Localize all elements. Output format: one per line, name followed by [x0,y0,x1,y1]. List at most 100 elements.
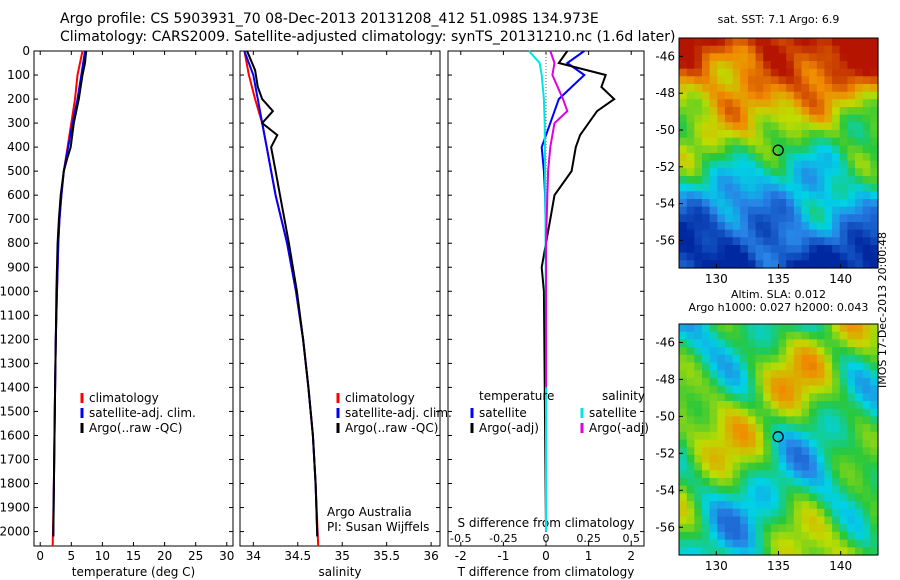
map-cell [839,454,848,464]
map-y-tick-label: -48 [655,86,675,100]
map-cell [786,114,795,123]
map-cell [740,145,749,154]
map-cell [847,252,856,261]
map-cell [824,222,833,231]
map-cell [709,377,718,387]
map-cell [801,53,810,62]
map-cell [740,447,749,456]
map-cell [839,354,848,364]
map-cell [686,199,695,208]
map-cell [793,229,803,238]
map-cell [855,447,864,456]
map-cell [824,260,833,269]
map-cell [801,237,810,246]
map-cell [847,431,856,441]
map-cell [702,107,711,116]
map-cell [855,547,864,556]
map-cell [763,122,772,131]
map-cell [763,53,772,62]
map-title: Altim. SLA: 0.012 [731,288,826,301]
map-cell [809,339,818,348]
map-cell [801,160,810,169]
map-cell [809,237,818,246]
map-cell [793,114,803,123]
map-cell [862,408,871,417]
map-cell [732,114,741,123]
map-cell [770,508,780,518]
map-cell [709,531,718,541]
x-tick-label: 5 [67,549,75,563]
map-cell [732,229,741,238]
map-cell [709,539,718,548]
series-argo-raw-qc- [246,50,319,537]
map-cell [755,260,764,269]
map-cell [709,393,718,402]
map-cell [809,68,818,77]
map-cell [709,385,718,394]
map-cell [686,347,695,356]
map-cell [724,401,734,410]
map-cell [702,424,711,433]
map-cell [732,547,741,556]
map-cell [809,145,818,154]
map-cell [824,114,833,123]
map-cell [793,214,803,223]
map-cell [755,393,764,402]
map-cell [694,107,703,116]
map-cell [732,91,741,100]
map-cell [694,160,703,169]
map-cell [763,61,772,70]
map-cell [755,45,764,54]
map-cell [809,183,818,192]
map-cell [694,214,703,223]
map-cell [816,206,826,215]
map-cell [724,199,734,208]
map-cell [824,122,833,131]
map-cell [717,145,726,154]
map-cell [732,99,741,108]
map-cell [816,237,826,246]
map-cell [786,76,795,85]
map-cell [824,539,833,548]
map-cell [778,68,787,77]
map-cell [747,137,757,146]
map-cell [740,222,749,231]
map-cell [755,199,764,208]
map-cell [694,377,703,387]
map-cell [770,245,780,254]
map-cell [724,416,734,425]
map-cell [786,84,795,93]
map-cell [770,516,780,525]
map-cell [832,130,841,139]
map-cell [755,377,764,387]
map-cell [763,531,772,541]
series-argo-adj- [545,50,569,388]
map-cell [679,245,688,254]
map-cell [732,470,741,479]
map-cell [724,354,734,364]
map-cell [694,237,703,246]
map-cell [778,347,787,356]
map-cell [732,176,741,185]
map-cell [770,76,780,85]
map-cell [747,493,757,502]
map-cell [832,76,841,85]
map-cell [839,191,848,200]
map-cell [870,114,879,123]
map-cell [839,447,848,456]
map-cell [732,354,741,364]
map-cell [816,53,826,62]
map-cell [702,137,711,146]
map-cell [801,168,810,177]
map-cell [755,245,764,254]
map-cell [847,38,856,47]
map-cell [702,439,711,448]
map-cell [870,245,879,254]
map-cell [862,229,871,238]
map-cell [679,431,688,441]
map-cell [839,408,848,417]
map-cell [717,516,726,525]
map-cell [679,145,688,154]
map-cell [870,531,879,541]
map-cell [740,168,749,177]
